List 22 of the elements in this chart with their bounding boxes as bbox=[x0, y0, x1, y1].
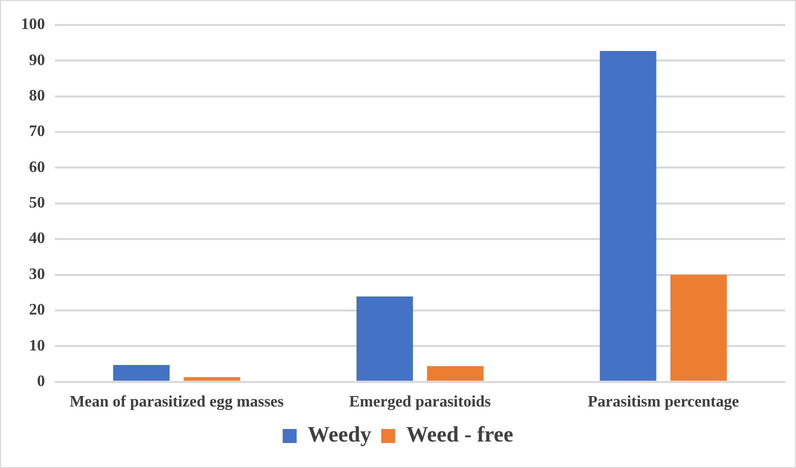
y-tick-label: 20 bbox=[29, 302, 45, 319]
y-tick-label: 70 bbox=[29, 123, 45, 140]
y-tick-label: 100 bbox=[21, 16, 45, 34]
y-tick-label: 90 bbox=[29, 52, 45, 69]
y-tick-label: 60 bbox=[29, 158, 45, 176]
legend-label: Weed - free bbox=[406, 422, 514, 447]
y-tick-label: 0 bbox=[37, 372, 45, 390]
bar bbox=[184, 377, 240, 381]
bar bbox=[356, 296, 413, 381]
y-tick-label: 10 bbox=[29, 337, 45, 354]
bar bbox=[427, 366, 484, 381]
y-tick-label: 30 bbox=[29, 266, 45, 283]
bar bbox=[670, 274, 727, 381]
x-tick-label: Parasitism percentage bbox=[588, 394, 739, 411]
bar bbox=[600, 51, 656, 381]
x-tick-label: Mean of parasitized egg masses bbox=[70, 394, 284, 411]
bar bbox=[113, 365, 170, 381]
legend-label: Weedy bbox=[308, 422, 372, 447]
x-tick-label: Emerged parasitoids bbox=[349, 394, 491, 411]
y-tick-label: 40 bbox=[29, 230, 45, 248]
y-tick-label: 50 bbox=[29, 194, 45, 212]
y-tick-label: 80 bbox=[29, 88, 45, 104]
